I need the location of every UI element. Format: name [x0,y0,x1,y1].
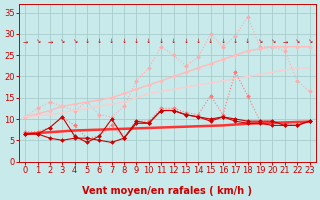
X-axis label: Vent moyen/en rafales ( km/h ): Vent moyen/en rafales ( km/h ) [82,186,252,196]
